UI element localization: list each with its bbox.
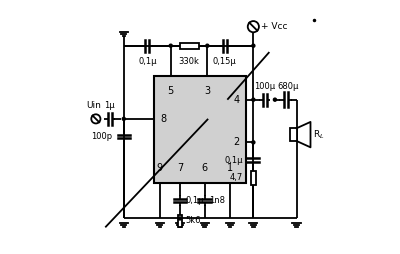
Text: 2: 2 bbox=[233, 137, 239, 147]
Text: 9: 9 bbox=[157, 163, 163, 173]
Text: Uin: Uin bbox=[86, 101, 101, 110]
Text: 1µ: 1µ bbox=[104, 101, 115, 110]
Text: 100µ: 100µ bbox=[254, 82, 275, 91]
Circle shape bbox=[252, 44, 255, 47]
Text: 5k6: 5k6 bbox=[186, 216, 201, 226]
Text: 0,15µ: 0,15µ bbox=[213, 57, 237, 66]
Text: 1n8: 1n8 bbox=[209, 196, 225, 205]
Text: 6: 6 bbox=[202, 163, 208, 173]
Text: 7: 7 bbox=[177, 163, 183, 173]
Circle shape bbox=[169, 44, 172, 47]
Bar bbox=[178, 215, 182, 227]
Bar bbox=[180, 43, 198, 49]
Bar bbox=[154, 76, 246, 183]
Text: 0,1µ: 0,1µ bbox=[186, 196, 204, 205]
Bar bbox=[251, 171, 256, 185]
Text: 0,1µ: 0,1µ bbox=[225, 156, 243, 165]
Text: 330k: 330k bbox=[178, 57, 200, 66]
Text: 0,1µ: 0,1µ bbox=[138, 57, 156, 66]
Circle shape bbox=[206, 44, 209, 47]
Text: 680µ: 680µ bbox=[278, 82, 299, 91]
Text: 5: 5 bbox=[168, 86, 174, 96]
Text: 3: 3 bbox=[204, 86, 210, 96]
Text: 4: 4 bbox=[233, 95, 239, 105]
Circle shape bbox=[274, 98, 276, 101]
Text: 100p: 100p bbox=[91, 132, 112, 141]
Text: + Vcc: + Vcc bbox=[261, 22, 288, 31]
Circle shape bbox=[252, 141, 255, 144]
Text: 8: 8 bbox=[161, 114, 167, 124]
Text: R$_L$: R$_L$ bbox=[313, 128, 324, 141]
Text: 1: 1 bbox=[227, 163, 233, 173]
Circle shape bbox=[122, 117, 125, 120]
Circle shape bbox=[252, 98, 255, 101]
Text: 4,7: 4,7 bbox=[230, 173, 243, 182]
Bar bbox=[290, 128, 296, 141]
Circle shape bbox=[178, 217, 182, 220]
